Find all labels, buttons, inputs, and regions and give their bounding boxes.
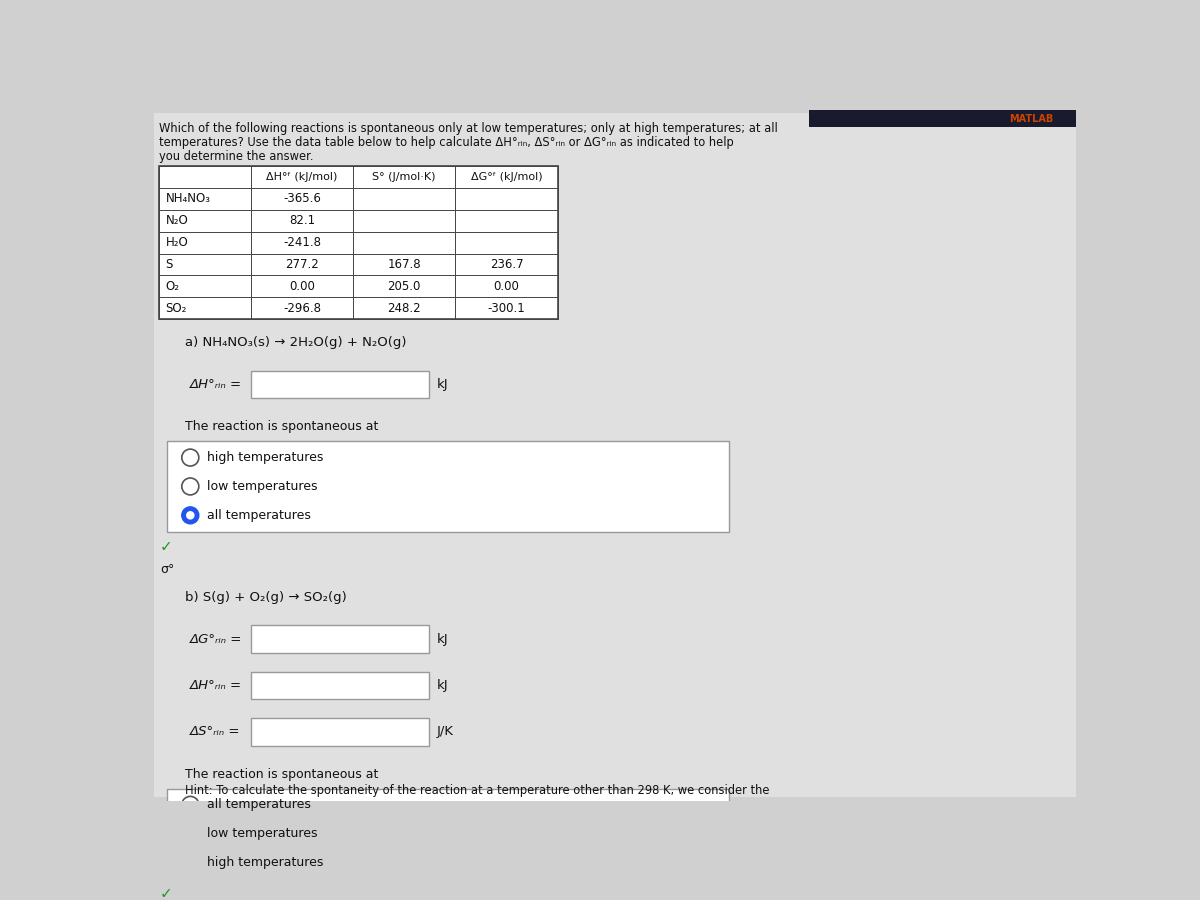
- Text: a) NH₄NO₃(s) → 2H₂O(g) + N₂O(g): a) NH₄NO₃(s) → 2H₂O(g) + N₂O(g): [185, 337, 407, 349]
- Text: ΔH°ᶠ (kJ/mol): ΔH°ᶠ (kJ/mol): [266, 172, 337, 182]
- Text: all temperatures: all temperatures: [206, 508, 311, 522]
- FancyBboxPatch shape: [809, 111, 1076, 127]
- Text: Which of the following reactions is spontaneous only at low temperatures; only a: Which of the following reactions is spon…: [160, 122, 778, 135]
- Text: J/K: J/K: [437, 725, 454, 738]
- Text: σ°: σ°: [160, 562, 174, 576]
- Text: b) S(g) + O₂(g) → SO₂(g): b) S(g) + O₂(g) → SO₂(g): [185, 591, 347, 604]
- Text: you determine the answer.: you determine the answer.: [160, 149, 314, 163]
- FancyBboxPatch shape: [251, 626, 430, 653]
- Text: ΔH°ᵣᵢₙ =: ΔH°ᵣᵢₙ =: [191, 679, 242, 692]
- Text: S: S: [166, 258, 173, 271]
- Text: -296.8: -296.8: [283, 302, 320, 315]
- FancyBboxPatch shape: [251, 718, 430, 745]
- Text: 0.00: 0.00: [289, 280, 314, 292]
- Text: S° (J/mol·K): S° (J/mol·K): [372, 172, 436, 182]
- Text: SO₂: SO₂: [166, 302, 187, 315]
- Text: high temperatures: high temperatures: [206, 451, 323, 464]
- Text: -365.6: -365.6: [283, 193, 320, 205]
- Circle shape: [187, 830, 194, 837]
- Text: 236.7: 236.7: [490, 258, 523, 271]
- Text: NH₄NO₃: NH₄NO₃: [166, 193, 210, 205]
- Text: 205.0: 205.0: [388, 280, 421, 292]
- Text: temperatures? Use the data table below to help calculate ΔH°ᵣᵢₙ, ΔS°ᵣᵢₙ or ΔG°ᵣᵢ: temperatures? Use the data table below t…: [160, 136, 734, 149]
- FancyBboxPatch shape: [167, 441, 728, 532]
- Text: 167.8: 167.8: [388, 258, 421, 271]
- Circle shape: [181, 507, 199, 524]
- Text: ΔS°ᵣᵢₙ =: ΔS°ᵣᵢₙ =: [191, 725, 241, 738]
- FancyBboxPatch shape: [251, 371, 430, 399]
- Text: low temperatures: low temperatures: [206, 480, 317, 493]
- Text: ✓: ✓: [160, 538, 173, 554]
- Text: O₂: O₂: [166, 280, 180, 292]
- Text: 82.1: 82.1: [289, 214, 314, 227]
- Text: all temperatures: all temperatures: [206, 798, 311, 812]
- Text: 277.2: 277.2: [286, 258, 319, 271]
- Text: N₂O: N₂O: [166, 214, 188, 227]
- Text: The reaction is spontaneous at: The reaction is spontaneous at: [185, 768, 378, 780]
- Text: ΔG°ᶠ (kJ/mol): ΔG°ᶠ (kJ/mol): [470, 172, 542, 182]
- Text: 0.00: 0.00: [493, 280, 520, 292]
- Text: Hint: To calculate the spontaneity of the reaction at a temperature other than 2: Hint: To calculate the spontaneity of th…: [185, 785, 769, 797]
- Text: -300.1: -300.1: [487, 302, 526, 315]
- Text: ΔG°ᵣᵢₙ =: ΔG°ᵣᵢₙ =: [191, 633, 242, 646]
- Text: 248.2: 248.2: [388, 302, 421, 315]
- Circle shape: [187, 512, 194, 519]
- FancyBboxPatch shape: [251, 671, 430, 699]
- FancyBboxPatch shape: [167, 788, 728, 879]
- Text: -241.8: -241.8: [283, 236, 320, 249]
- FancyBboxPatch shape: [154, 113, 1076, 797]
- Text: ✓: ✓: [160, 886, 173, 900]
- Text: kJ: kJ: [437, 378, 449, 391]
- Text: kJ: kJ: [437, 679, 449, 692]
- FancyBboxPatch shape: [160, 166, 558, 320]
- Text: kJ: kJ: [437, 633, 449, 646]
- Text: high temperatures: high temperatures: [206, 856, 323, 869]
- Text: MATLAB: MATLAB: [1009, 113, 1052, 124]
- Text: H₂O: H₂O: [166, 236, 188, 249]
- Text: ΔH°ᵣᵢₙ =: ΔH°ᵣᵢₙ =: [191, 378, 242, 391]
- Text: low temperatures: low temperatures: [206, 827, 317, 841]
- Text: The reaction is spontaneous at: The reaction is spontaneous at: [185, 420, 378, 433]
- Circle shape: [181, 825, 199, 842]
